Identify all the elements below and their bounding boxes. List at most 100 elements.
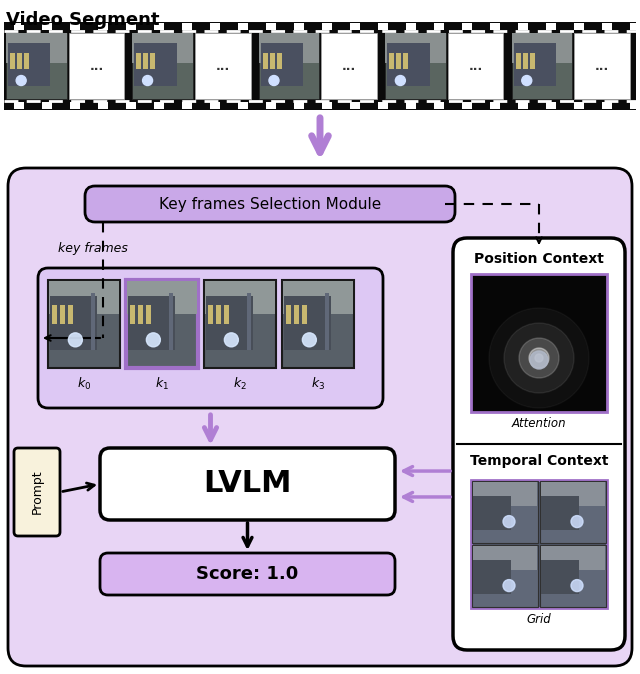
FancyBboxPatch shape [266,102,276,109]
FancyBboxPatch shape [473,560,511,594]
Circle shape [68,333,83,347]
FancyBboxPatch shape [473,496,511,530]
FancyBboxPatch shape [602,102,612,109]
FancyBboxPatch shape [150,53,156,69]
FancyBboxPatch shape [473,482,537,506]
FancyBboxPatch shape [546,102,556,109]
FancyBboxPatch shape [270,53,275,69]
FancyBboxPatch shape [302,305,307,324]
Circle shape [519,338,559,378]
FancyBboxPatch shape [350,23,360,30]
FancyBboxPatch shape [210,23,220,30]
Text: ...: ... [342,59,356,73]
FancyBboxPatch shape [8,43,51,86]
FancyBboxPatch shape [472,545,538,607]
FancyBboxPatch shape [514,43,556,86]
FancyBboxPatch shape [518,23,528,30]
FancyBboxPatch shape [630,23,640,30]
FancyBboxPatch shape [434,102,444,109]
FancyBboxPatch shape [541,560,579,594]
Text: Temporal Context: Temporal Context [470,454,608,468]
Text: $k_0$: $k_0$ [77,376,91,392]
FancyBboxPatch shape [154,102,164,109]
FancyBboxPatch shape [350,102,360,109]
FancyBboxPatch shape [204,280,276,368]
FancyBboxPatch shape [238,23,248,30]
FancyBboxPatch shape [132,33,193,99]
FancyBboxPatch shape [434,23,444,30]
FancyBboxPatch shape [42,23,52,30]
FancyBboxPatch shape [261,43,303,86]
FancyBboxPatch shape [406,23,416,30]
FancyBboxPatch shape [70,102,80,109]
FancyBboxPatch shape [540,481,606,543]
Circle shape [225,333,238,347]
Circle shape [147,333,161,347]
FancyBboxPatch shape [378,23,388,30]
FancyBboxPatch shape [294,305,299,324]
FancyBboxPatch shape [511,33,572,63]
FancyBboxPatch shape [48,280,120,368]
FancyBboxPatch shape [4,22,636,110]
FancyBboxPatch shape [24,53,29,69]
FancyBboxPatch shape [322,102,332,109]
Circle shape [302,333,316,347]
FancyBboxPatch shape [42,102,52,109]
Text: Position Context: Position Context [474,252,604,266]
FancyBboxPatch shape [540,545,606,607]
Circle shape [571,580,583,592]
Text: ...: ... [90,59,104,73]
FancyBboxPatch shape [453,238,625,650]
FancyBboxPatch shape [574,33,630,99]
FancyBboxPatch shape [602,23,612,30]
FancyBboxPatch shape [210,102,220,109]
Text: Grid: Grid [527,613,552,626]
FancyBboxPatch shape [378,102,388,109]
FancyBboxPatch shape [541,482,605,506]
FancyBboxPatch shape [52,305,57,324]
FancyBboxPatch shape [238,102,248,109]
FancyBboxPatch shape [325,293,329,350]
Text: Attention: Attention [512,417,566,430]
FancyBboxPatch shape [518,102,528,109]
Text: Score: 1.0: Score: 1.0 [196,565,299,583]
FancyBboxPatch shape [6,33,67,99]
FancyBboxPatch shape [462,102,472,109]
FancyBboxPatch shape [322,23,332,30]
FancyBboxPatch shape [49,281,119,315]
FancyBboxPatch shape [17,53,22,69]
FancyBboxPatch shape [396,53,401,69]
FancyBboxPatch shape [259,33,319,63]
FancyBboxPatch shape [283,281,353,315]
FancyBboxPatch shape [206,296,253,350]
FancyBboxPatch shape [127,281,197,315]
FancyBboxPatch shape [182,102,192,109]
FancyBboxPatch shape [205,281,275,315]
FancyBboxPatch shape [126,23,136,30]
FancyBboxPatch shape [448,33,504,99]
Text: Key frames Selection Module: Key frames Selection Module [159,197,381,212]
FancyBboxPatch shape [574,23,584,30]
Text: Video Segment: Video Segment [6,11,159,29]
FancyBboxPatch shape [224,305,229,324]
FancyBboxPatch shape [85,186,455,222]
FancyBboxPatch shape [490,102,500,109]
Text: Prompt: Prompt [31,470,44,514]
FancyBboxPatch shape [136,53,141,69]
FancyBboxPatch shape [38,268,383,408]
FancyBboxPatch shape [128,296,175,350]
FancyBboxPatch shape [277,53,282,69]
Circle shape [522,75,532,86]
FancyBboxPatch shape [574,102,584,109]
Circle shape [503,516,515,528]
FancyBboxPatch shape [516,53,520,69]
FancyBboxPatch shape [406,102,416,109]
FancyBboxPatch shape [91,293,95,350]
Circle shape [143,75,152,86]
FancyBboxPatch shape [14,23,24,30]
FancyBboxPatch shape [259,33,319,99]
FancyBboxPatch shape [14,448,60,536]
FancyBboxPatch shape [8,168,632,666]
FancyBboxPatch shape [321,33,377,99]
Circle shape [503,580,515,592]
